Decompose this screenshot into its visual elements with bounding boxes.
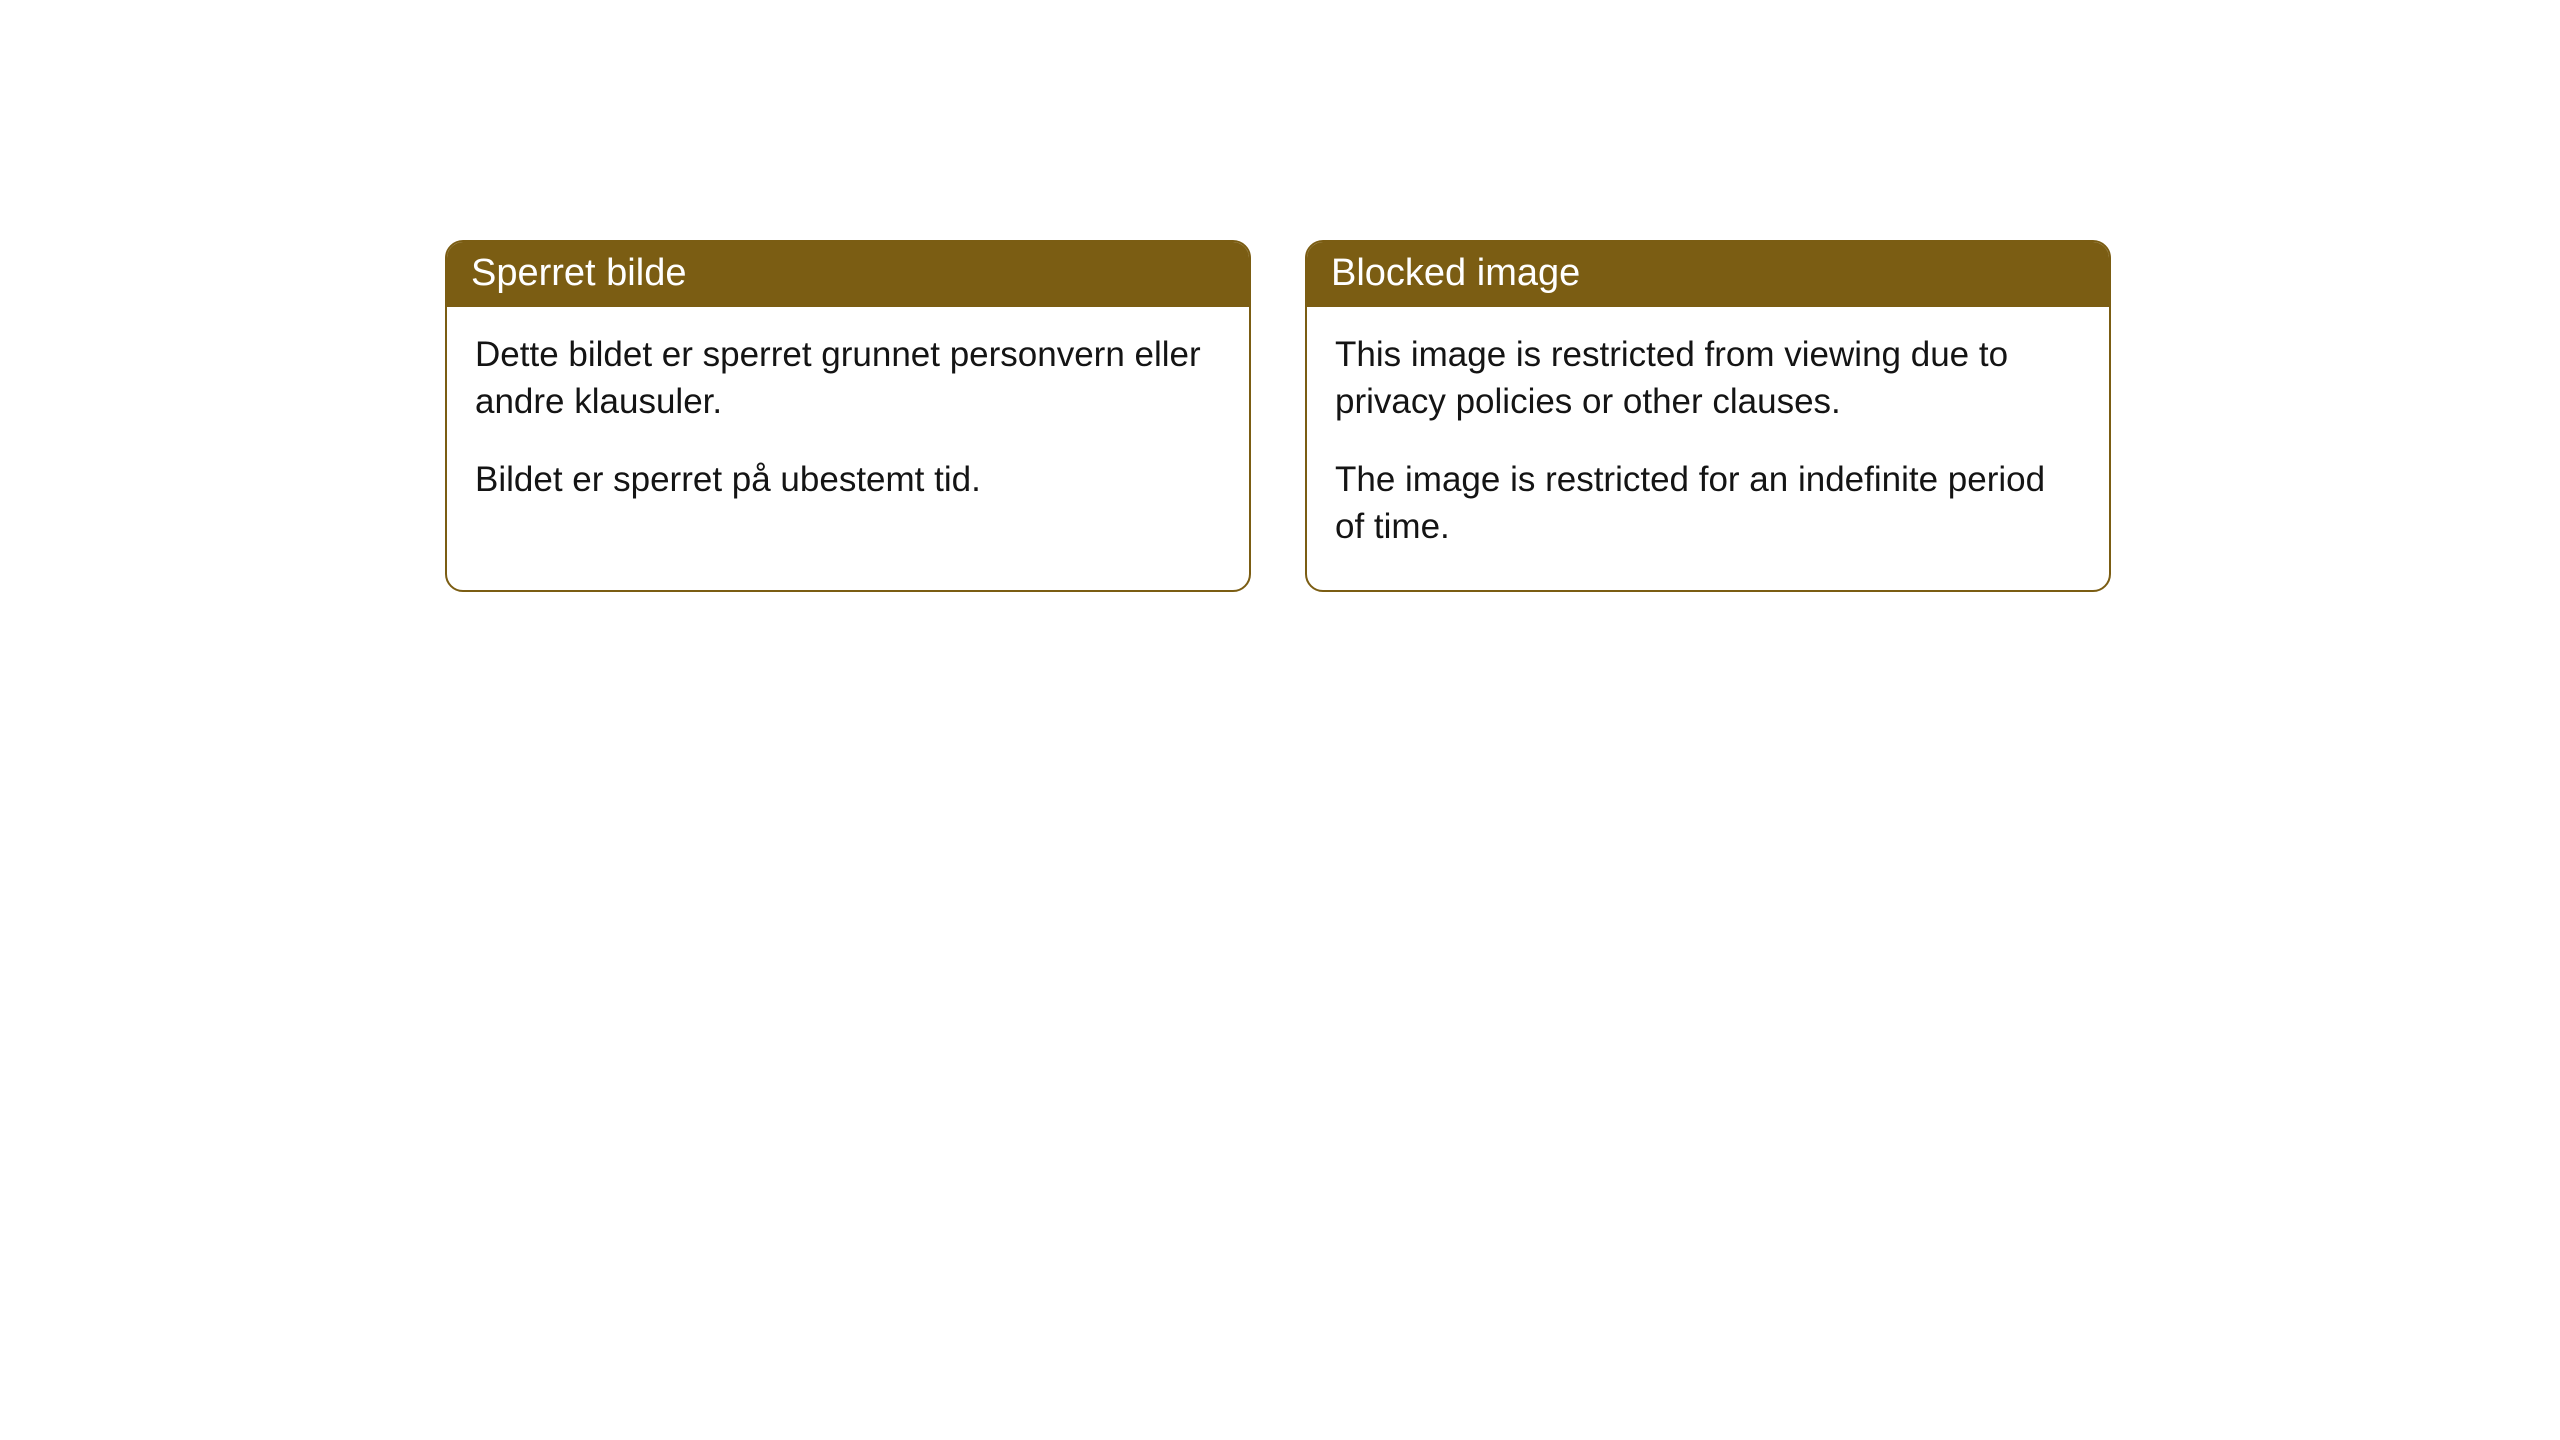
- notice-text: This image is restricted from viewing du…: [1335, 331, 2081, 426]
- notice-card-norwegian: Sperret bilde Dette bildet er sperret gr…: [445, 240, 1251, 592]
- notice-body: This image is restricted from viewing du…: [1307, 307, 2109, 590]
- notice-card-english: Blocked image This image is restricted f…: [1305, 240, 2111, 592]
- notice-text: The image is restricted for an indefinit…: [1335, 456, 2081, 551]
- notice-body: Dette bildet er sperret grunnet personve…: [447, 307, 1249, 543]
- notice-text: Bildet er sperret på ubestemt tid.: [475, 456, 1221, 503]
- notice-text: Dette bildet er sperret grunnet personve…: [475, 331, 1221, 426]
- notice-header: Sperret bilde: [447, 242, 1249, 307]
- notice-header: Blocked image: [1307, 242, 2109, 307]
- notice-container: Sperret bilde Dette bildet er sperret gr…: [445, 240, 2111, 592]
